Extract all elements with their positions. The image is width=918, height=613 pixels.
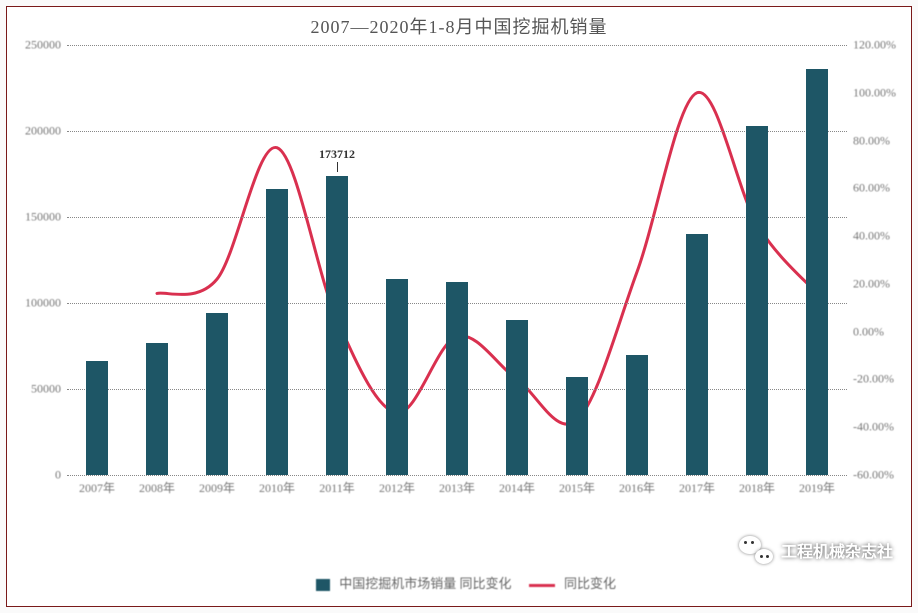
grid-line (67, 45, 847, 46)
y2-tick-label: 40.00% (853, 229, 890, 244)
bar (386, 279, 408, 475)
chart-frame: 2007—2020年1-8月中国挖掘机销量 050000100000150000… (6, 6, 912, 607)
watermark-text: 工程机械杂志社 (781, 538, 893, 562)
x-tick-label: 2019年 (799, 479, 835, 496)
grid-line (67, 475, 847, 476)
y1-tick-label: 50000 (31, 382, 61, 397)
bar (686, 234, 708, 475)
y1-tick-label: 0 (55, 468, 61, 483)
bar (86, 361, 108, 475)
plot-area: 050000100000150000200000250000-60.00%-40… (67, 45, 847, 475)
chart-title: 2007—2020年1-8月中国挖掘机销量 (7, 7, 911, 39)
y2-tick-label: 20.00% (853, 276, 890, 291)
y2-tick-label: 100.00% (853, 85, 896, 100)
legend-swatch-line (529, 584, 555, 587)
bar (266, 189, 288, 475)
y1-tick-label: 100000 (25, 296, 61, 311)
bar (206, 313, 228, 475)
legend-label-bar: 中国挖掘机市场销量 同比变化 (339, 576, 511, 591)
x-tick-label: 2009年 (199, 479, 235, 496)
bar (746, 126, 768, 475)
bar (806, 69, 828, 475)
x-tick-label: 2018年 (739, 479, 775, 496)
y2-tick-label: 0.00% (853, 324, 884, 339)
x-tick-label: 2008年 (139, 479, 175, 496)
legend-swatch-bar (316, 579, 330, 591)
legend-label-line: 同比变化 (564, 576, 616, 591)
y1-tick-label: 200000 (25, 124, 61, 139)
x-tick-label: 2007年 (79, 479, 115, 496)
grid-line (67, 217, 847, 218)
grid-line (67, 131, 847, 132)
x-tick-label: 2016年 (619, 479, 655, 496)
y2-tick-label: -60.00% (853, 468, 894, 483)
y1-tick-label: 150000 (25, 210, 61, 225)
y2-tick-label: 120.00% (853, 38, 896, 53)
y2-tick-label: -40.00% (853, 420, 894, 435)
data-callout: 173712 (319, 147, 355, 162)
x-tick-label: 2013年 (439, 479, 475, 496)
bar (446, 282, 468, 475)
bar (566, 377, 588, 475)
wechat-icon (739, 536, 773, 564)
bar (506, 320, 528, 475)
y2-tick-label: 60.00% (853, 181, 890, 196)
x-tick-label: 2015年 (559, 479, 595, 496)
legend: 中国挖掘机市场销量 同比变化 同比变化 (7, 573, 911, 592)
x-tick-label: 2011年 (319, 479, 355, 496)
bar (326, 176, 348, 475)
x-tick-label: 2010年 (259, 479, 295, 496)
y2-tick-label: 80.00% (853, 133, 890, 148)
x-tick-label: 2014年 (499, 479, 535, 496)
bar (146, 343, 168, 475)
x-tick-label: 2012年 (379, 479, 415, 496)
bar (626, 355, 648, 475)
watermark: 工程机械杂志社 (739, 536, 893, 564)
y1-tick-label: 250000 (25, 38, 61, 53)
x-tick-label: 2017年 (679, 479, 715, 496)
y2-tick-label: -20.00% (853, 372, 894, 387)
